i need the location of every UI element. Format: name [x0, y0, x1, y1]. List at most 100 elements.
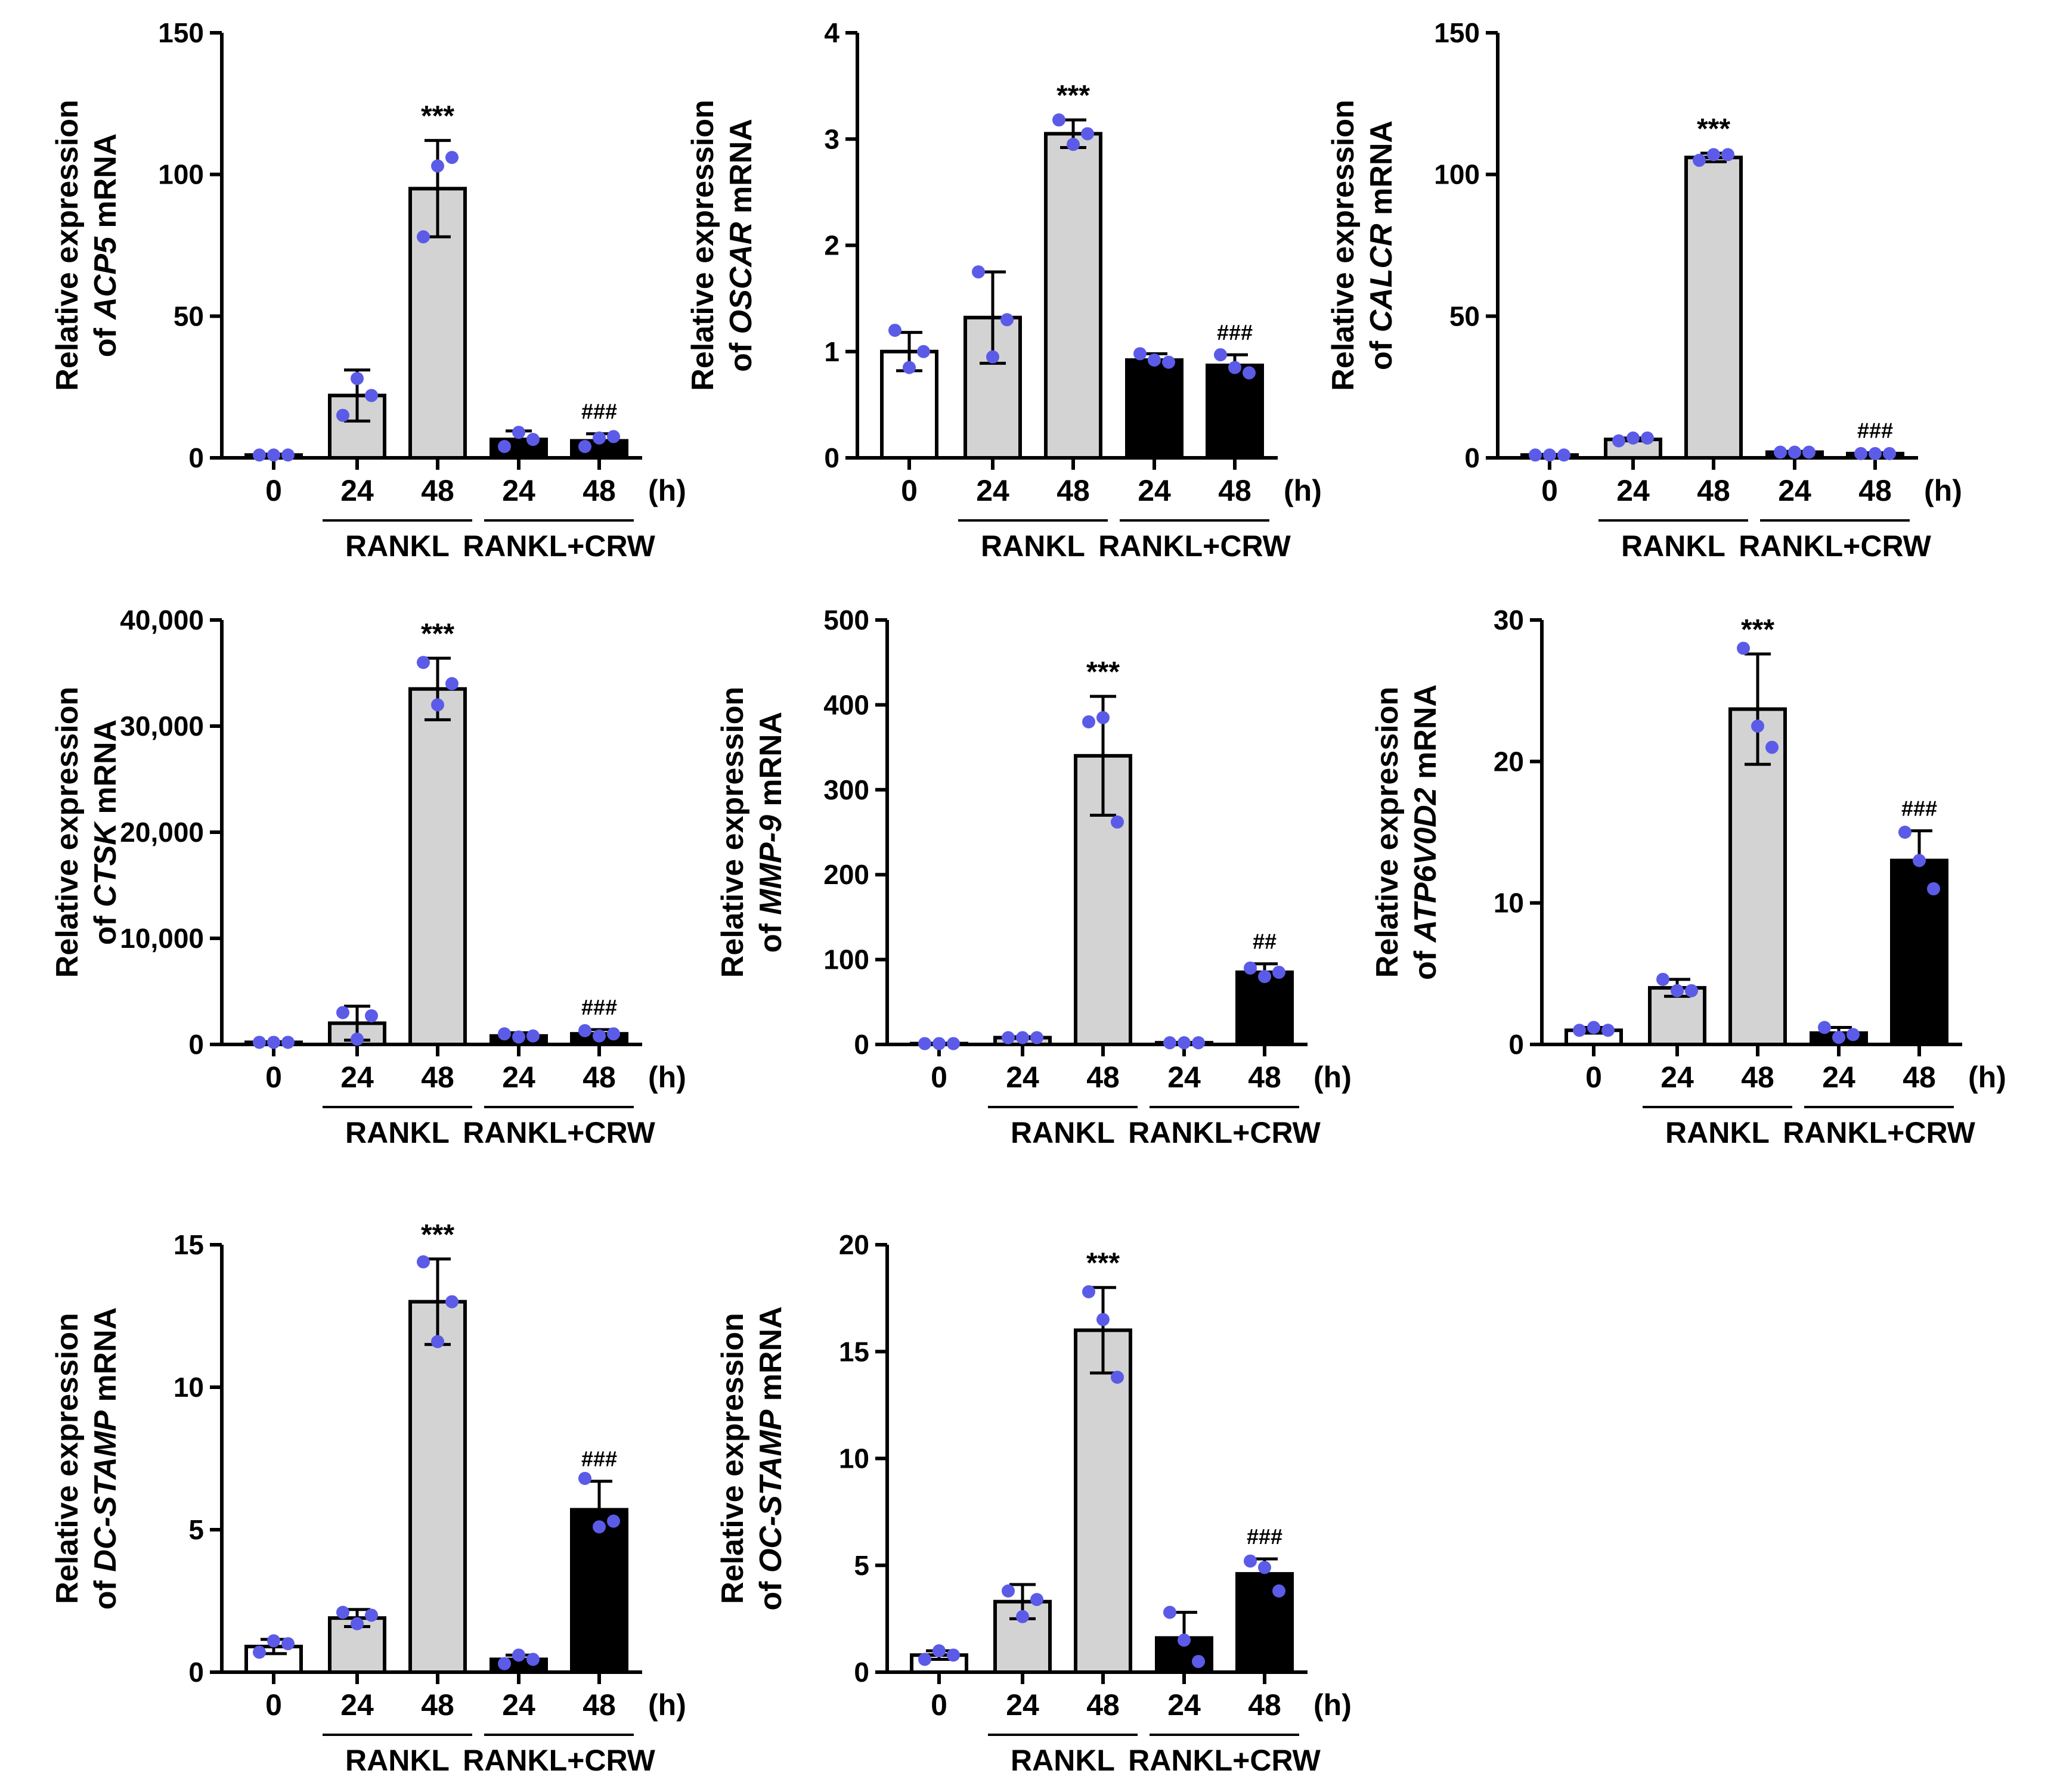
y-tick-label: 20,000: [120, 817, 204, 848]
data-point: [593, 431, 606, 445]
x-unit-label: (h): [1284, 474, 1322, 507]
y-axis-label-prefix: of: [88, 1572, 123, 1610]
group-label: RANKL+CRW: [463, 1744, 655, 1777]
data-point: [947, 1648, 960, 1662]
data-point: [498, 1657, 511, 1670]
group-label: RANKL: [345, 529, 450, 563]
y-tick-label: 20: [839, 1229, 869, 1260]
y-tick-label: 0: [854, 1657, 869, 1688]
x-tick-label: 24: [1006, 1688, 1039, 1722]
data-point: [1162, 355, 1175, 369]
data-point: [1067, 138, 1080, 151]
data-point: [593, 1029, 606, 1043]
data-point: [1214, 348, 1227, 362]
data-point: [917, 345, 930, 358]
y-axis-label-prefix: of: [724, 334, 758, 372]
data-point: [1601, 1024, 1615, 1037]
bar: [1684, 156, 1743, 460]
data-point: [1243, 366, 1256, 380]
significance-label: ###: [581, 1447, 617, 1471]
significance-label: ***: [1741, 614, 1774, 646]
bar: [1125, 358, 1184, 460]
y-axis-label-line1: Relative expression: [50, 687, 85, 978]
x-tick-label: 24: [1778, 474, 1811, 507]
significance-label: ***: [1086, 656, 1120, 688]
data-point: [1096, 1313, 1110, 1326]
y-axis-label-prefix: of: [1364, 332, 1399, 370]
x-unit-label: (h): [1924, 474, 1962, 507]
y-axis-label-line1: Relative expression: [1326, 100, 1361, 390]
data-point: [1737, 641, 1750, 655]
y-tick-label: 30: [1494, 604, 1524, 635]
data-point: [1685, 984, 1698, 997]
y-axis-label-suffix: mRNA: [88, 134, 123, 237]
data-point: [888, 324, 901, 337]
y-tick-label: 0: [824, 442, 839, 473]
y-axis-label-gene: CTSK: [88, 821, 123, 907]
data-point: [417, 656, 430, 669]
significance-label: ###: [1217, 320, 1253, 345]
data-point: [526, 1653, 540, 1666]
group-label: RANKL: [345, 1116, 450, 1149]
y-axis-label-line2: of CALCR mRNA: [1364, 120, 1399, 370]
data-point: [593, 1520, 606, 1534]
y-tick-label: 10,000: [120, 923, 204, 954]
data-point: [1178, 1633, 1191, 1647]
data-point: [1573, 1024, 1586, 1037]
data-point: [336, 1006, 349, 1019]
data-point: [417, 230, 430, 244]
y-axis-label-line1: Relative expression: [50, 100, 85, 390]
y-tick-label: 100: [158, 159, 204, 190]
data-point: [417, 1255, 430, 1269]
data-point: [351, 1617, 364, 1630]
y-axis-label-gene: OC-STAMP: [754, 1409, 788, 1573]
x-tick-label: 24: [976, 474, 1009, 507]
significance-label: ***: [421, 618, 454, 650]
y-tick-label: 10: [174, 1372, 204, 1403]
y-tick-label: 4: [824, 17, 839, 48]
x-tick-label: 24: [1167, 1688, 1201, 1722]
data-point: [1627, 431, 1640, 445]
chart-panel-acp5: 0 50 100 150 0 24 48 24 48 (h) RANKL RANKL+CRW *** ##…: [50, 17, 686, 563]
data-point: [336, 408, 349, 422]
data-point: [1258, 970, 1271, 984]
data-point: [1927, 882, 1940, 895]
bar: [1235, 970, 1294, 1046]
chart-panel-oscar: 0 1 2 3 4 0 24 48 24 48 (h) RANKL RANKL+CRW *** ### Rel…: [686, 17, 1322, 563]
y-tick-label: 15: [839, 1336, 869, 1367]
x-tick-label: 0: [901, 474, 918, 507]
x-tick-label: 24: [502, 474, 535, 507]
data-point: [1258, 1561, 1271, 1574]
data-point: [1133, 347, 1147, 361]
x-tick-label: 48: [1218, 474, 1251, 507]
x-tick-label: 48: [421, 1061, 454, 1094]
y-tick-label: 400: [823, 689, 869, 720]
data-point: [1587, 1021, 1600, 1034]
data-point: [1082, 715, 1095, 728]
data-point: [578, 1024, 591, 1037]
data-point: [1693, 153, 1706, 167]
data-point: [267, 1035, 280, 1049]
x-tick-label: 48: [1697, 474, 1730, 507]
data-point: [1788, 445, 1801, 459]
x-tick-label: 24: [1006, 1061, 1039, 1094]
x-tick-label: 0: [1585, 1061, 1602, 1094]
data-point: [445, 677, 458, 690]
y-axis-label-suffix: mRNA: [724, 119, 758, 222]
chart-panel-dc-stamp: 0 5 10 15 0 24 48 24 48 (h) RANKL RANKL+CRW *** ### Re…: [50, 1219, 686, 1777]
y-axis-label-gene: ACP5: [88, 236, 123, 321]
significance-label: ***: [1086, 1248, 1120, 1279]
y-tick-label: 0: [1508, 1029, 1524, 1060]
data-point: [1148, 354, 1161, 367]
bar: [1074, 1328, 1132, 1674]
chart-panel-ctsk: 0 10,000 20,000 30,000 40,000 0 24 48 24 48 (h) RAN…: [50, 604, 686, 1149]
y-tick-label: 150: [1434, 17, 1480, 48]
y-axis-label-line2: of ACP5 mRNA: [88, 134, 123, 358]
y-axis-label-suffix: mRNA: [1364, 120, 1399, 224]
y-tick-label: 500: [823, 604, 869, 635]
data-point: [1244, 961, 1257, 975]
y-axis-label-line1: Relative expression: [715, 1313, 750, 1604]
x-tick-label: 48: [1057, 474, 1090, 507]
data-point: [1228, 361, 1241, 374]
y-axis-label-gene: MMP-9: [754, 815, 788, 915]
